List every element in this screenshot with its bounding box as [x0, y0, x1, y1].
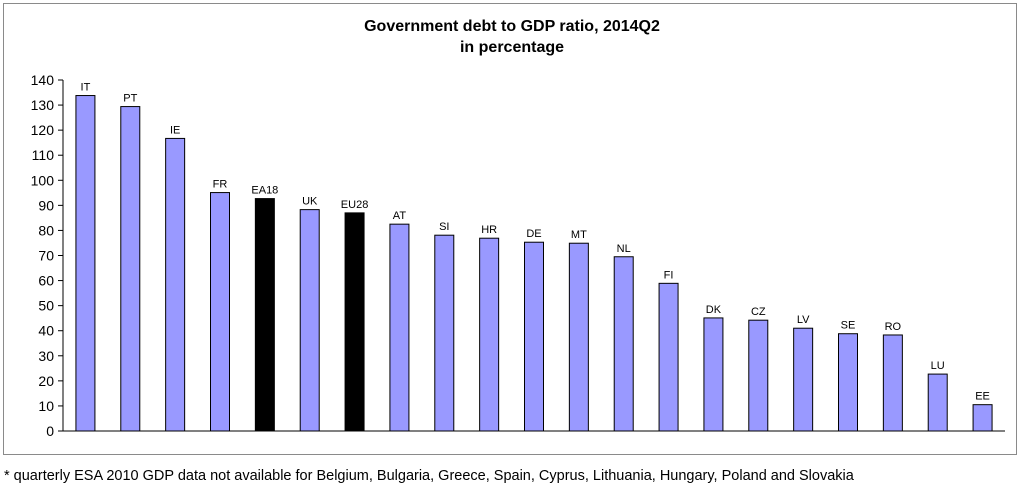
- y-tick-label: 100: [31, 172, 55, 188]
- category-label-de: DE: [526, 228, 541, 240]
- bar-ro: [882, 334, 903, 432]
- category-label-fr: FR: [213, 179, 228, 191]
- bar-dk: [703, 317, 724, 432]
- category-labels: IT PT IE FR EA18 UK EU28 AT SI HR DE MT NL FI DK CZ LV SE…: [81, 82, 990, 403]
- category-label-eu28: EU28: [341, 199, 369, 211]
- chart-title: Government debt to GDP ratio, 2014Q2 in …: [0, 16, 1024, 58]
- y-tick-label: 60: [38, 273, 54, 289]
- category-label-pt: PT: [123, 93, 137, 105]
- y-tick-label: 0: [46, 423, 54, 439]
- category-label-se: SE: [841, 320, 856, 332]
- bars: [75, 95, 993, 432]
- y-tick-label: 40: [38, 323, 54, 339]
- category-label-uk: UK: [302, 196, 318, 208]
- bar-nl: [613, 256, 634, 432]
- y-tick-label: 50: [38, 298, 54, 314]
- y-tick-label: 110: [32, 147, 55, 163]
- bar-fr: [210, 192, 230, 432]
- y-tick-label: 120: [31, 122, 55, 138]
- bar-lv: [793, 327, 814, 432]
- category-label-ea18: EA18: [251, 185, 278, 197]
- bar-at: [389, 223, 410, 432]
- category-label-mt: MT: [571, 229, 587, 241]
- bar-se: [838, 333, 858, 432]
- category-label-cz: CZ: [751, 306, 766, 318]
- category-label-dk: DK: [706, 304, 722, 316]
- chart-title-line: Government debt to GDP ratio, 2014Q2: [364, 18, 660, 35]
- bar-it: [75, 95, 96, 432]
- category-label-si: SI: [439, 221, 449, 233]
- y-tick-label: 140: [31, 72, 55, 88]
- category-label-ee: EE: [975, 391, 990, 403]
- y-tick-label: 90: [38, 197, 54, 213]
- y-tick-label: 70: [38, 248, 54, 264]
- bar-pt: [120, 106, 141, 432]
- footnote: * quarterly ESA 2010 GDP data not availa…: [4, 468, 854, 484]
- category-label-ro: RO: [885, 321, 902, 333]
- bar-ie: [165, 137, 186, 432]
- category-label-lu: LU: [931, 360, 945, 372]
- bar-ee: [972, 404, 993, 432]
- y-tick-label: 20: [38, 373, 54, 389]
- bar-eu28: [344, 212, 365, 432]
- bar-hr: [479, 237, 500, 432]
- y-tick-label: 30: [38, 348, 54, 364]
- category-label-hr: HR: [481, 224, 497, 236]
- category-label-nl: NL: [617, 243, 631, 255]
- chart-subtitle: in percentage: [459, 39, 565, 56]
- category-label-fi: FI: [664, 269, 674, 281]
- category-label-ie: IE: [170, 124, 180, 136]
- bar-fi: [658, 282, 679, 432]
- bar-si: [434, 234, 455, 432]
- bar-de: [524, 241, 544, 432]
- bar-lu: [927, 373, 948, 432]
- category-label-lv: LV: [797, 314, 810, 326]
- y-tick-label: 80: [38, 222, 54, 238]
- bar-mt: [568, 242, 589, 432]
- y-tick-label: 130: [31, 97, 55, 113]
- category-label-it: IT: [81, 82, 91, 94]
- y-tick-label: 10: [38, 398, 54, 414]
- category-label-at: AT: [393, 210, 407, 222]
- bar-uk: [299, 209, 320, 432]
- bar-cz: [748, 319, 769, 432]
- bar-ea18: [254, 198, 275, 432]
